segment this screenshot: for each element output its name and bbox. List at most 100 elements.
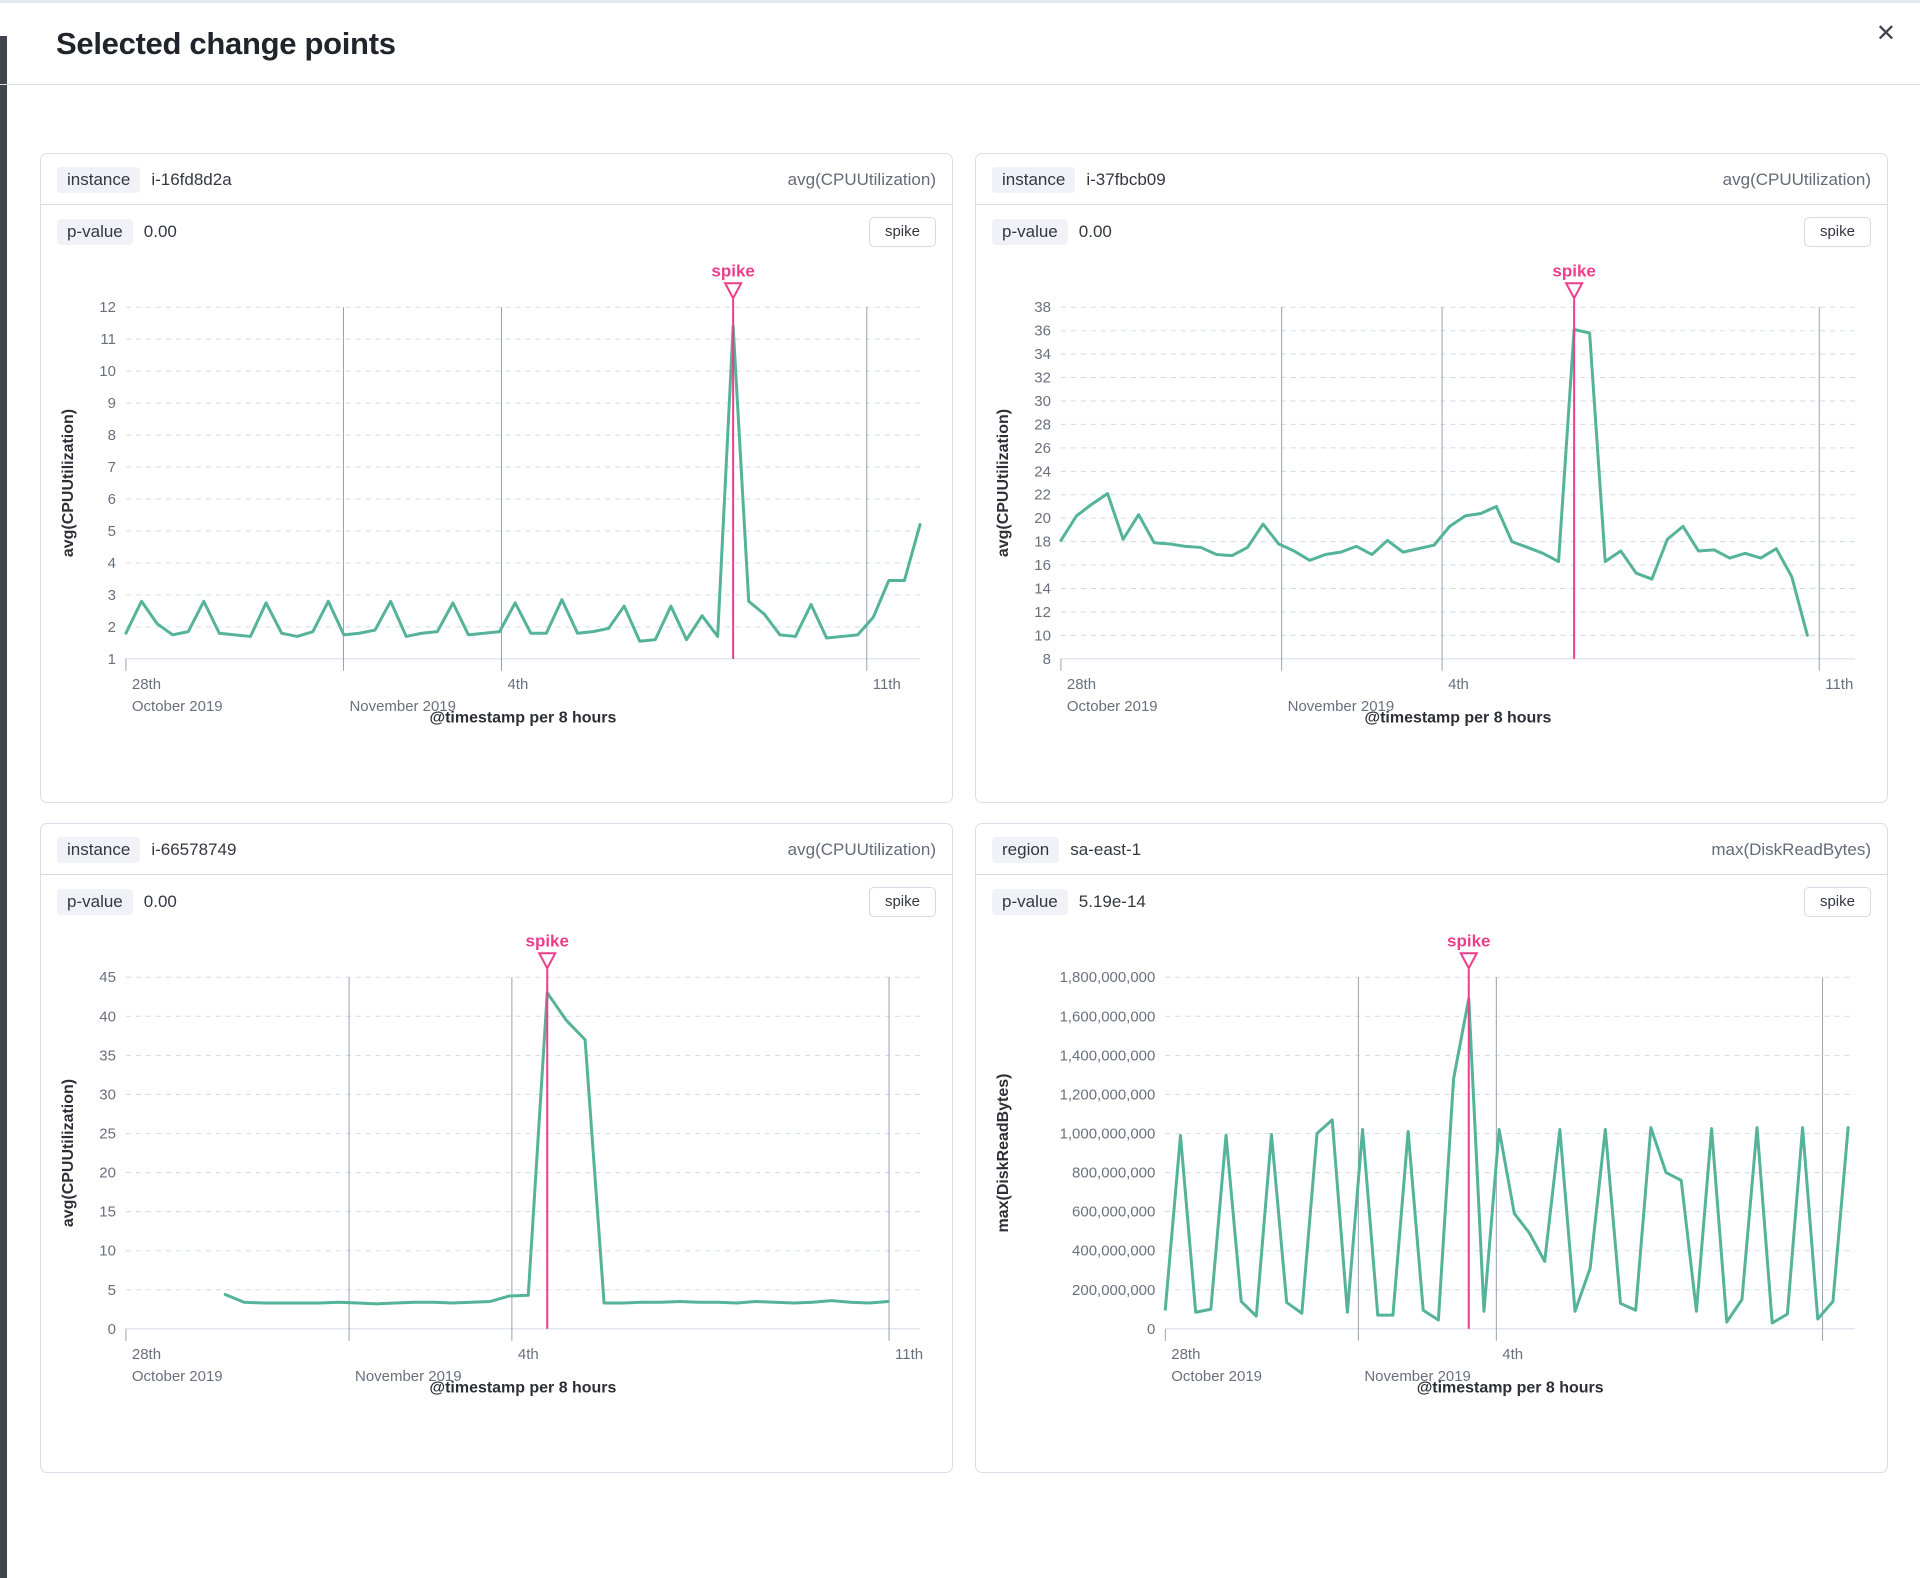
- svg-text:30: 30: [1034, 393, 1051, 410]
- panel-header: instance i-66578749 avg(CPUUtilization): [41, 824, 952, 875]
- svg-text:October 2019: October 2019: [1067, 697, 1158, 714]
- svg-text:32: 32: [1034, 369, 1051, 386]
- change-type-badge[interactable]: spike: [868, 887, 936, 917]
- svg-text:@timestamp per 8 hours: @timestamp per 8 hours: [430, 709, 617, 726]
- svg-text:@timestamp per 8 hours: @timestamp per 8 hours: [430, 1379, 617, 1396]
- panel-subheader: p-value 0.00 spike: [976, 205, 1887, 249]
- svg-text:800,000,000: 800,000,000: [1072, 1164, 1155, 1181]
- svg-text:20: 20: [1034, 510, 1051, 527]
- svg-text:28: 28: [1034, 416, 1051, 433]
- svg-text:45: 45: [99, 969, 116, 986]
- close-icon[interactable]: ✕: [1872, 18, 1900, 50]
- metric-label: avg(CPUUtilization): [1722, 170, 1871, 189]
- svg-text:November 2019: November 2019: [349, 697, 456, 714]
- svg-text:10: 10: [99, 363, 116, 380]
- change-type-badge[interactable]: spike: [868, 217, 936, 247]
- svg-text:1: 1: [108, 650, 116, 667]
- svg-text:28th: 28th: [132, 1345, 161, 1362]
- panel-header: region sa-east-1 max(DiskReadBytes): [976, 824, 1887, 875]
- field-name-badge: region: [992, 837, 1060, 863]
- svg-text:@timestamp per 8 hours: @timestamp per 8 hours: [1365, 709, 1552, 726]
- line-chart: 8 10 12 14 16 18 20 22 24 26 28 30 32 34 36 38 28th Octob…: [995, 261, 1856, 726]
- modal-header: Selected change points ✕: [0, 0, 1920, 85]
- svg-text:November 2019: November 2019: [1364, 1367, 1471, 1384]
- svg-text:25: 25: [99, 1125, 116, 1142]
- svg-text:600,000,000: 600,000,000: [1072, 1203, 1155, 1220]
- svg-text:2: 2: [108, 618, 116, 635]
- svg-text:4th: 4th: [518, 1345, 539, 1362]
- svg-text:spike: spike: [711, 261, 754, 280]
- svg-text:28th: 28th: [132, 675, 161, 692]
- panel-subheader: p-value 0.00 spike: [41, 205, 952, 249]
- svg-text:28th: 28th: [1067, 675, 1096, 692]
- p-value: 0.00: [1078, 221, 1112, 241]
- svg-text:26: 26: [1034, 439, 1051, 456]
- svg-text:12: 12: [99, 299, 116, 316]
- svg-text:11th: 11th: [873, 675, 901, 692]
- svg-text:24: 24: [1034, 463, 1051, 480]
- svg-text:200,000,000: 200,000,000: [1072, 1281, 1155, 1298]
- svg-text:30: 30: [99, 1086, 116, 1103]
- svg-text:November 2019: November 2019: [1288, 697, 1395, 714]
- svg-text:spike: spike: [1447, 931, 1490, 950]
- svg-text:avg(CPUUtilization): avg(CPUUtilization): [60, 408, 77, 556]
- svg-text:0: 0: [1147, 1320, 1155, 1337]
- change-type-badge[interactable]: spike: [1803, 887, 1871, 917]
- svg-text:November 2019: November 2019: [355, 1367, 462, 1384]
- svg-text:1,400,000,000: 1,400,000,000: [1060, 1047, 1156, 1064]
- panel-subheader: p-value 5.19e-14 spike: [976, 875, 1887, 919]
- change-point-chart: 0 200,000,000 400,000,000 600,000,000 800,00…: [992, 931, 1871, 1401]
- svg-text:8: 8: [1043, 650, 1051, 667]
- field-name-badge: instance: [57, 167, 141, 193]
- svg-text:spike: spike: [1552, 261, 1595, 280]
- field-value: i-16fd8d2a: [151, 170, 232, 189]
- change-type-badge[interactable]: spike: [1803, 217, 1871, 247]
- panel-header: instance i-37fbcb09 avg(CPUUtilization): [976, 154, 1887, 205]
- change-point-panel: instance i-66578749 avg(CPUUtilization) …: [40, 823, 953, 1473]
- svg-text:34: 34: [1034, 346, 1051, 363]
- svg-text:1,200,000,000: 1,200,000,000: [1060, 1086, 1156, 1103]
- svg-text:4th: 4th: [1502, 1345, 1523, 1362]
- modal-title: Selected change points: [56, 26, 396, 61]
- p-value-badge: p-value: [57, 888, 133, 915]
- change-point-panel: instance i-16fd8d2a avg(CPUUtilization) …: [40, 153, 953, 803]
- svg-text:6: 6: [108, 490, 116, 507]
- svg-text:1,000,000,000: 1,000,000,000: [1060, 1125, 1156, 1142]
- change-point-panel: region sa-east-1 max(DiskReadBytes) p-va…: [975, 823, 1888, 1473]
- svg-text:1,800,000,000: 1,800,000,000: [1060, 969, 1156, 986]
- field-value: i-66578749: [151, 840, 237, 859]
- svg-text:October 2019: October 2019: [132, 697, 223, 714]
- svg-text:11th: 11th: [895, 1345, 923, 1362]
- svg-text:28th: 28th: [1171, 1345, 1200, 1362]
- svg-text:10: 10: [1034, 627, 1051, 644]
- line-chart: 0 200,000,000 400,000,000 600,000,000 800,00…: [995, 931, 1856, 1396]
- svg-text:4th: 4th: [1448, 675, 1469, 692]
- change-point-chart: 8 10 12 14 16 18 20 22 24 26 28 30 32 34 36 38 28th Octob…: [992, 261, 1871, 731]
- p-value: 5.19e-14: [1078, 891, 1146, 911]
- svg-text:40: 40: [99, 1008, 116, 1025]
- change-points-modal: Selected change points ✕ instance i-16fd…: [0, 0, 1920, 1473]
- p-value-badge: p-value: [992, 888, 1068, 915]
- svg-text:22: 22: [1034, 486, 1051, 503]
- svg-text:1,600,000,000: 1,600,000,000: [1060, 1008, 1156, 1025]
- svg-text:11th: 11th: [1825, 675, 1853, 692]
- field-name-badge: instance: [992, 167, 1076, 193]
- svg-text:16: 16: [1034, 557, 1051, 574]
- svg-text:35: 35: [99, 1047, 116, 1064]
- panel-subheader: p-value 0.00 spike: [41, 875, 952, 919]
- svg-text:spike: spike: [526, 931, 569, 950]
- svg-text:10: 10: [99, 1242, 116, 1259]
- line-chart: 0 5 10 15 20 25 30 35 40 45 28th October 2019 Novemb…: [60, 931, 923, 1396]
- svg-text:12: 12: [1034, 603, 1051, 620]
- svg-text:38: 38: [1034, 299, 1051, 316]
- field-name-badge: instance: [57, 837, 141, 863]
- svg-text:4th: 4th: [507, 675, 528, 692]
- background-page-edge: [0, 36, 7, 1578]
- svg-text:11: 11: [100, 331, 116, 348]
- svg-text:0: 0: [108, 1320, 116, 1337]
- svg-text:36: 36: [1034, 322, 1051, 339]
- svg-text:15: 15: [99, 1203, 116, 1220]
- svg-text:18: 18: [1034, 533, 1051, 550]
- svg-text:@timestamp per 8 hours: @timestamp per 8 hours: [1417, 1379, 1604, 1396]
- p-value-badge: p-value: [57, 218, 133, 245]
